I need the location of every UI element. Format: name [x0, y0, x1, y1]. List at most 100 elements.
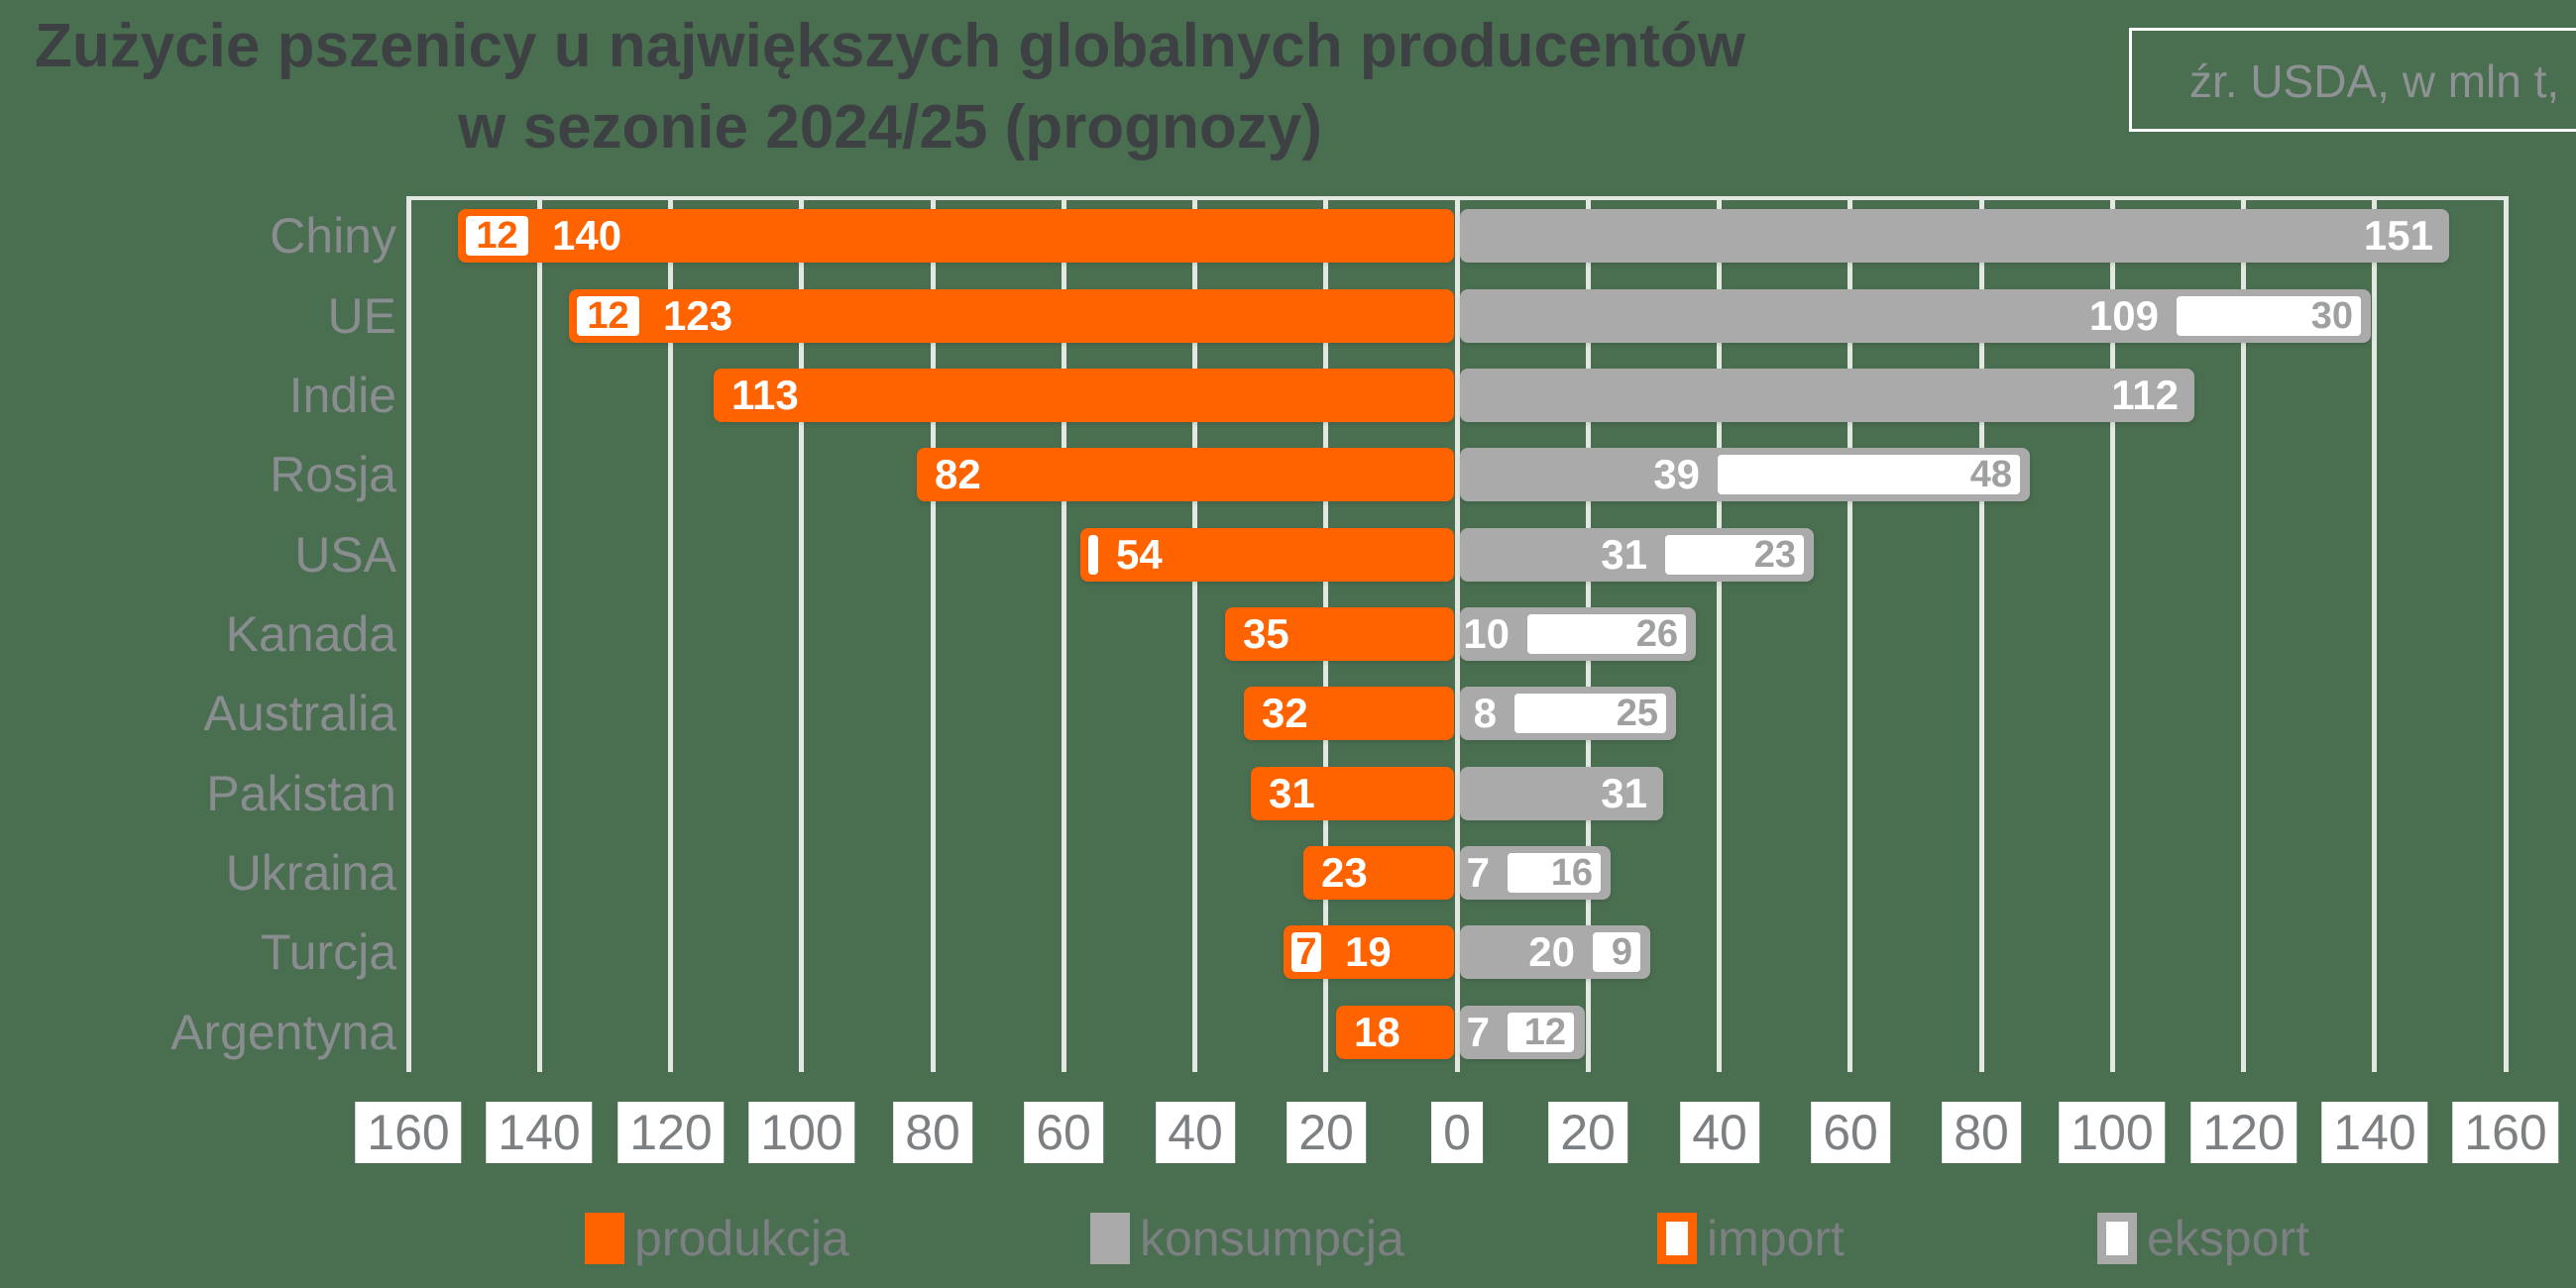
konsumpcja-bar: 39 48 — [1460, 448, 2030, 501]
produkcja-bar: 54 — [1080, 528, 1454, 582]
produkcja-value-label: 19 — [1345, 928, 1392, 975]
konsumpcja-bar: 20 9 — [1460, 925, 1650, 979]
eksport-bar: 12 — [1508, 1013, 1574, 1052]
produkcja-bar: 12 123 — [569, 289, 1454, 343]
gridline — [668, 196, 673, 1072]
konsumpcja-swatch-icon — [1090, 1213, 1130, 1264]
eksport-bar: 23 — [1665, 535, 1804, 575]
produkcja-value-label: 113 — [731, 372, 799, 418]
konsumpcja-value-label: 112 — [2111, 372, 2179, 418]
konsumpcja-value-label: 151 — [2363, 212, 2433, 259]
legend-label: import — [1707, 1211, 1845, 1266]
konsumpcja-bar: 8 25 — [1460, 687, 1676, 740]
konsumpcja-bar: 7 16 — [1460, 846, 1611, 900]
produkcja-swatch-icon — [585, 1213, 624, 1264]
konsumpcja-value-label: 10 — [1463, 610, 1510, 657]
gridline — [2504, 196, 2509, 1072]
gridline — [1455, 196, 1460, 1072]
produkcja-value-label: 140 — [552, 212, 622, 259]
produkcja-bar: 82 — [917, 448, 1454, 501]
gridline — [2110, 196, 2115, 1072]
konsumpcja-bar: 31 23 — [1460, 528, 1814, 582]
gridline — [1848, 196, 1852, 1072]
gridline — [1979, 196, 1984, 1072]
import-bar: 7 — [1291, 932, 1321, 972]
x-axis-tick-label: 40 — [1680, 1102, 1759, 1163]
konsumpcja-bar: 109 30 — [1460, 289, 2371, 343]
x-axis-tick-label: 0 — [1431, 1102, 1483, 1163]
x-axis-tick-label: 100 — [2059, 1102, 2166, 1163]
source-note-box: źr. USDA, w mln t, — [2129, 28, 2576, 132]
konsumpcja-value-label: 31 — [1601, 770, 1647, 816]
eksport-bar: 16 — [1508, 853, 1601, 893]
gridline — [1192, 196, 1197, 1072]
category-label: Kanada — [225, 606, 396, 662]
x-axis-tick-label: 80 — [893, 1102, 972, 1163]
produkcja-bar: 7 19 — [1284, 925, 1454, 979]
gridline — [1717, 196, 1722, 1072]
category-label: Ukraina — [225, 845, 396, 901]
x-axis-tick-label: 160 — [355, 1102, 462, 1163]
category-label: Australia — [203, 686, 396, 741]
source-note-text: źr. USDA, w mln t, — [2189, 55, 2560, 107]
konsumpcja-bar: 10 26 — [1460, 607, 1696, 661]
category-label: Indie — [288, 368, 396, 423]
produkcja-value-label: 32 — [1262, 690, 1308, 736]
category-label: Argentyna — [170, 1005, 396, 1060]
chart-title-line1: Zużycie pszenicy u największych globalny… — [34, 12, 1746, 80]
produkcja-value-label: 54 — [1116, 531, 1163, 578]
produkcja-value-label: 23 — [1321, 849, 1368, 896]
konsumpcja-bar: 31 — [1460, 767, 1663, 820]
x-axis-tick-label: 140 — [2321, 1102, 2428, 1163]
eksport-bar: 30 — [2177, 296, 2361, 336]
eksport-bar: 25 — [1514, 694, 1666, 733]
gridline — [931, 196, 936, 1072]
produkcja-bar: 23 — [1303, 846, 1454, 900]
konsumpcja-bar: 7 12 — [1460, 1006, 1585, 1059]
produkcja-value-label: 82 — [935, 451, 981, 497]
import-bar: 12 — [577, 296, 639, 336]
eksport-bar: 26 — [1527, 614, 1686, 654]
x-axis-tick-label: 20 — [1287, 1102, 1366, 1163]
produkcja-bar: 31 — [1251, 767, 1454, 820]
x-axis-tick-label: 120 — [617, 1102, 725, 1163]
produkcja-bar: 113 — [714, 369, 1454, 422]
x-axis-tick-label: 60 — [1811, 1102, 1890, 1163]
produkcja-bar: 32 — [1244, 687, 1454, 740]
produkcja-bar: 35 — [1225, 607, 1454, 661]
gridline — [406, 196, 411, 1072]
eksport-swatch-icon — [2097, 1213, 2137, 1264]
gridline — [2372, 196, 2377, 1072]
x-axis-tick-label: 60 — [1024, 1102, 1103, 1163]
import-swatch-icon — [1657, 1213, 1697, 1264]
import-bar — [1088, 535, 1098, 575]
x-axis-tick-label: 40 — [1156, 1102, 1235, 1163]
x-axis-tick-label: 100 — [748, 1102, 855, 1163]
produkcja-bar: 18 — [1336, 1006, 1454, 1059]
konsumpcja-value-label: 31 — [1601, 531, 1647, 578]
category-label: UE — [327, 288, 396, 344]
category-label: Rosja — [270, 447, 396, 502]
konsumpcja-value-label: 20 — [1528, 928, 1575, 975]
legend-label: produkcja — [634, 1211, 849, 1266]
konsumpcja-value-label: 109 — [2088, 292, 2159, 339]
produkcja-value-label: 18 — [1354, 1009, 1400, 1055]
x-axis-tick-label: 80 — [1942, 1102, 2021, 1163]
x-axis-tick-label: 20 — [1548, 1102, 1627, 1163]
gridline — [537, 196, 542, 1072]
gridline — [2241, 196, 2246, 1072]
eksport-bar: 9 — [1593, 932, 1640, 972]
category-label: Chiny — [270, 208, 396, 264]
legend-label: eksport — [2147, 1211, 2309, 1266]
produkcja-value-label: 123 — [663, 292, 733, 339]
konsumpcja-bar: 112 — [1460, 369, 2194, 422]
konsumpcja-value-label: 8 — [1473, 690, 1497, 736]
produkcja-value-label: 31 — [1269, 770, 1315, 816]
x-axis-tick-label: 160 — [2452, 1102, 2559, 1163]
import-bar: 12 — [466, 216, 528, 256]
konsumpcja-value-label: 39 — [1653, 451, 1700, 497]
x-axis-tick-label: 140 — [486, 1102, 593, 1163]
produkcja-bar: 12 140 — [458, 209, 1454, 263]
konsumpcja-value-label: 7 — [1466, 849, 1490, 896]
